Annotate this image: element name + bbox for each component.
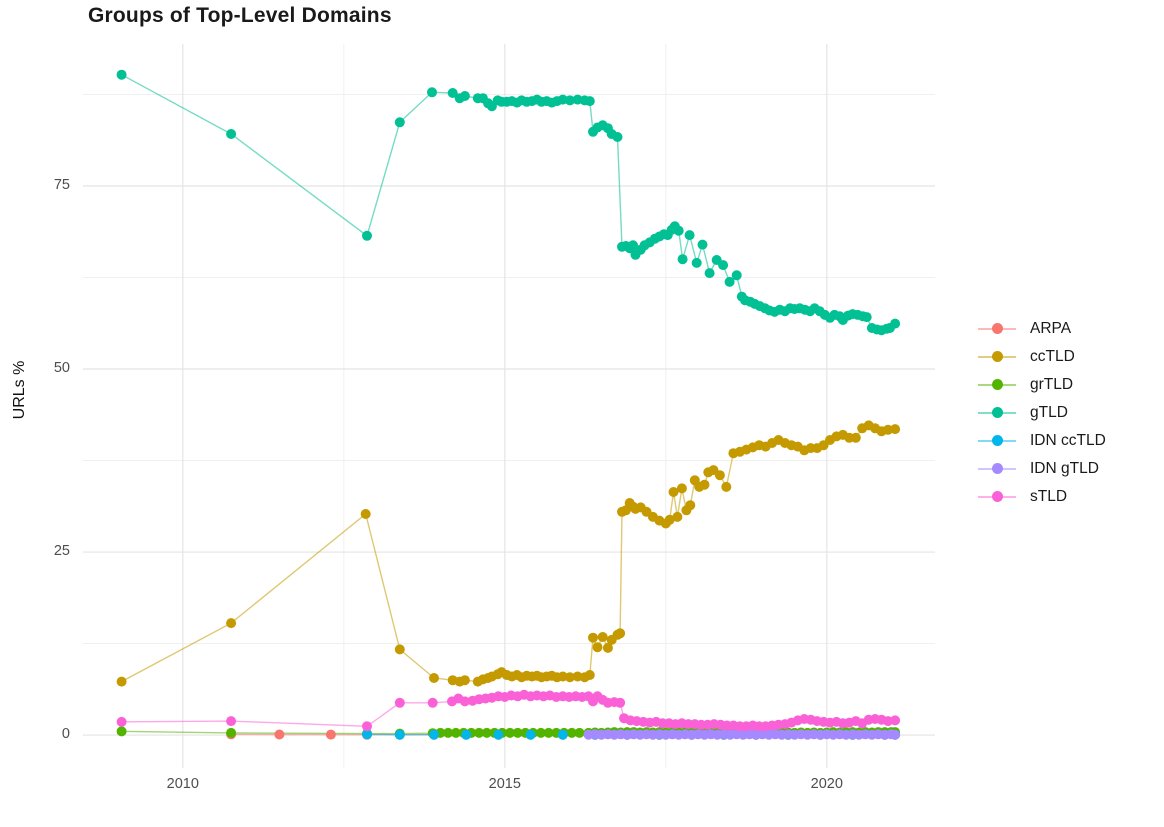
legend-item-arpa: ARPA bbox=[978, 318, 1106, 339]
legend-label: ARPA bbox=[1030, 319, 1072, 337]
legend-item-idn-gtld: IDN gTLD bbox=[978, 458, 1106, 479]
legend-item-idn-cctld: IDN ccTLD bbox=[978, 430, 1106, 451]
legend-label: IDN gTLD bbox=[1030, 459, 1099, 477]
chart-title: Groups of Top-Level Domains bbox=[88, 4, 392, 27]
series-lines bbox=[121, 74, 896, 736]
y-tick-label: 0 bbox=[61, 726, 70, 743]
legend-key-icon bbox=[978, 462, 1016, 476]
legend: ARPA ccTLD grTLD gTLD IDN ccTLD IDN gTLD sTLD bbox=[978, 318, 1106, 507]
x-tick-label: 2015 bbox=[488, 776, 521, 792]
x-tick-label: 2010 bbox=[166, 776, 199, 792]
legend-key-icon bbox=[978, 378, 1016, 392]
points-cctld bbox=[116, 420, 901, 687]
legend-item-stld: sTLD bbox=[978, 486, 1106, 507]
legend-label: ccTLD bbox=[1030, 347, 1075, 365]
x-tick-label: 2020 bbox=[810, 776, 843, 792]
y-tick-label: 50 bbox=[53, 360, 70, 377]
legend-label: gTLD bbox=[1030, 403, 1068, 421]
line-gtld bbox=[121, 74, 896, 331]
legend-item-cctld: ccTLD bbox=[978, 346, 1106, 367]
legend-label: grTLD bbox=[1030, 375, 1074, 393]
gridlines bbox=[83, 44, 935, 768]
points-gtld bbox=[116, 69, 901, 336]
points-idn-gtld bbox=[583, 729, 901, 740]
legend-item-grtld: grTLD bbox=[978, 374, 1106, 395]
legend-label: sTLD bbox=[1030, 487, 1068, 505]
legend-item-gtld: gTLD bbox=[978, 402, 1106, 423]
y-tick-label: 75 bbox=[53, 177, 70, 194]
legend-key-icon bbox=[978, 322, 1016, 336]
legend-key-icon bbox=[978, 434, 1016, 448]
y-tick-label: 25 bbox=[53, 543, 70, 560]
legend-key-icon bbox=[978, 406, 1016, 420]
legend-key-icon bbox=[978, 490, 1016, 504]
legend-key-icon bbox=[978, 350, 1016, 364]
legend-label: IDN ccTLD bbox=[1030, 431, 1106, 449]
points-stld bbox=[116, 689, 901, 732]
